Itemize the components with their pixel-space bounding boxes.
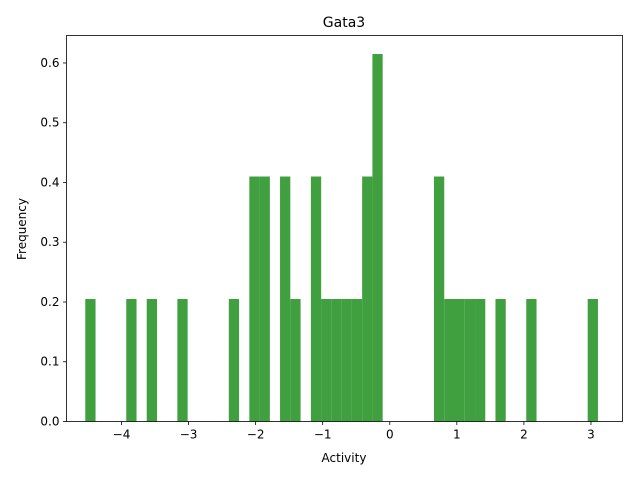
- chart-title: Gata3: [323, 15, 365, 31]
- histogram-bar-12: [341, 299, 352, 422]
- histogram-bar-1: [126, 299, 137, 422]
- y-tick-label: 0.2: [40, 295, 59, 309]
- histogram-bar-9: [310, 176, 322, 422]
- x-tick-label: 2: [520, 428, 528, 442]
- histogram-bar-5: [249, 176, 260, 422]
- y-axis-ticks: 0.0 0.1 0.2 0.3 0.4 0.5 0.6: [40, 56, 67, 429]
- x-tick-label: −1: [314, 428, 332, 442]
- histogram-bar-3: [177, 299, 188, 422]
- x-tick-label: 3: [587, 428, 595, 442]
- bars-group: [85, 54, 598, 422]
- y-tick-label: 0.4: [40, 175, 59, 189]
- x-tick-label: −2: [247, 428, 265, 442]
- x-axis-label: Activity: [322, 451, 367, 465]
- y-axis-label: Frequency: [15, 198, 29, 260]
- histogram-bar-18: [454, 299, 465, 422]
- histogram-bar-6: [259, 176, 270, 422]
- histogram-bar-7: [280, 176, 291, 422]
- histogram-bar-23: [587, 299, 598, 422]
- histogram-bar-2: [146, 299, 157, 422]
- x-tick-label: −4: [113, 428, 131, 442]
- histogram-bar-14: [351, 299, 363, 422]
- y-tick-label: 0.0: [40, 415, 59, 429]
- x-tick-label: 1: [453, 428, 461, 442]
- histogram-bar-0: [85, 299, 96, 422]
- histogram-bar-11: [331, 299, 342, 422]
- histogram-bar-22: [526, 299, 537, 422]
- y-tick-label: 0.5: [40, 116, 59, 130]
- histogram-bar-19: [464, 299, 476, 422]
- histogram-bar-4: [228, 299, 240, 422]
- x-tick-label: 0: [386, 428, 394, 442]
- histogram-bar-15: [372, 54, 383, 422]
- x-tick-label: −3: [180, 428, 198, 442]
- x-axis-ticks: −4 −3 −2 −1 0 1 2 3: [113, 421, 595, 442]
- plot-frame: [66, 35, 623, 422]
- histogram-bar-10: [321, 299, 332, 422]
- y-tick-label: 0.6: [40, 56, 59, 70]
- histogram-bar-21: [495, 299, 506, 422]
- histogram-bar-16: [433, 176, 445, 422]
- y-tick-label: 0.1: [40, 355, 59, 369]
- histogram-bar-17: [444, 299, 455, 422]
- histogram-bar-13: [362, 176, 373, 422]
- histogram-bar-20: [475, 299, 486, 422]
- y-tick-label: 0.3: [40, 235, 59, 249]
- histogram-bar-8: [290, 299, 301, 422]
